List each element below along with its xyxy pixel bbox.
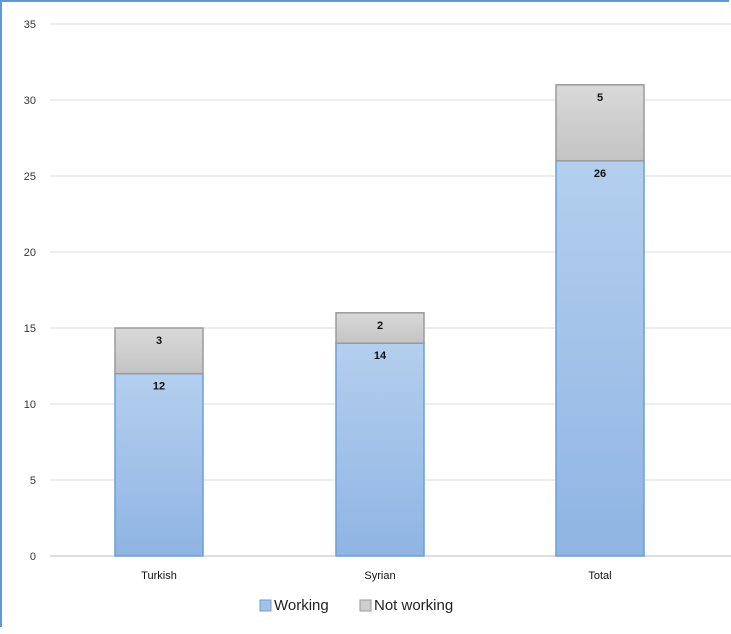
- legend-label: Not working: [374, 597, 453, 614]
- x-category-label: Total: [588, 570, 611, 582]
- legend-swatch: [259, 599, 272, 612]
- legend-label: Working: [274, 597, 329, 614]
- legend: Working Not working: [259, 597, 453, 614]
- y-tick-label: 15: [24, 323, 36, 335]
- y-tick-label: 30: [24, 95, 36, 107]
- y-tick-label: 10: [24, 399, 36, 411]
- data-labels: 12 3 14 2 26 5: [153, 92, 606, 393]
- bar-segment-working: [114, 372, 204, 557]
- legend-swatch: [359, 599, 372, 612]
- bar-segment-working: [335, 342, 425, 557]
- bar-segment-not-working: [114, 327, 204, 375]
- y-tick-label: 0: [30, 551, 36, 563]
- data-label: 3: [156, 335, 162, 347]
- y-tick-label: 25: [24, 171, 36, 183]
- y-tick-label: 35: [24, 19, 36, 31]
- data-label: 12: [153, 381, 165, 393]
- y-tick-label: 20: [24, 247, 36, 259]
- y-tick-label: 5: [30, 475, 36, 487]
- data-label: 2: [377, 320, 383, 332]
- data-label: 26: [594, 168, 606, 180]
- bar-segment-not-working: [555, 84, 645, 162]
- x-category-label: Turkish: [141, 570, 177, 582]
- x-category-label: Syrian: [364, 570, 395, 582]
- bar-segment-working: [555, 160, 645, 557]
- bars: [114, 84, 645, 557]
- data-label: 14: [374, 350, 387, 362]
- data-label: 5: [597, 92, 603, 104]
- bar-segment-not-working: [335, 312, 425, 344]
